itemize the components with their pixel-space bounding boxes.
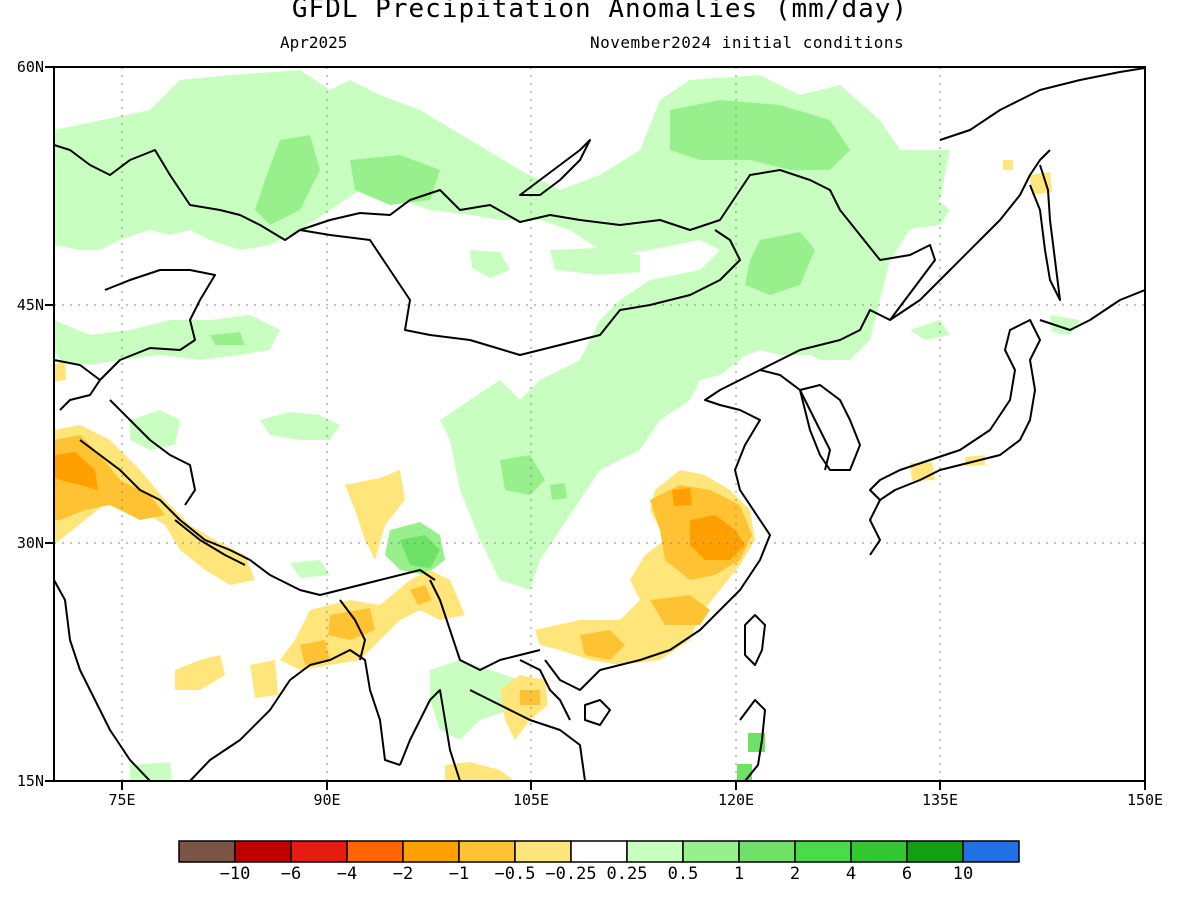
colorbar-label: −1	[448, 864, 470, 884]
colorbar-label: 10	[952, 864, 974, 884]
colorbar-label: −4	[336, 864, 358, 884]
colorbar-label: −6	[280, 864, 302, 884]
colorbar-label: −0.25	[545, 864, 597, 884]
colorbar-swatch	[738, 840, 796, 863]
colorbar-swatch	[570, 840, 628, 863]
lat-label-60n: 60N	[16, 58, 44, 76]
colorbar-swatch	[850, 840, 908, 863]
colorbar-swatch	[962, 840, 1020, 863]
anomaly-orange	[54, 452, 745, 560]
colorbar-label: 6	[901, 864, 913, 884]
colorbar-swatch	[458, 840, 516, 863]
colorbar-swatch	[234, 840, 292, 863]
lon-label-105e: 105E	[512, 791, 550, 809]
colorbar-label: 0.5	[667, 864, 699, 884]
colorbar-swatch	[514, 840, 572, 863]
colorbar-label: 4	[845, 864, 857, 884]
coastlines-and-borders	[54, 67, 1145, 781]
lat-label-45n: 45N	[16, 296, 44, 314]
axis-ticks	[45, 66, 1146, 790]
colorbar-label: 1	[733, 864, 745, 884]
lon-label-120e: 120E	[717, 791, 755, 809]
initial-conditions-label: November2024 initial conditions	[590, 33, 905, 52]
colorbar-label: 0.25	[606, 864, 648, 884]
lon-label-75e: 75E	[108, 791, 136, 809]
colorbar-swatch	[682, 840, 740, 863]
colorbar-label: 2	[789, 864, 801, 884]
colorbar-swatch	[178, 840, 236, 863]
forecast-month: Apr2025	[280, 33, 348, 52]
lat-lon-grid	[54, 67, 1145, 781]
colorbar-label: −2	[392, 864, 414, 884]
lon-label-150e: 150E	[1126, 791, 1164, 809]
colorbar-swatch	[794, 840, 852, 863]
map-title: GFDL Precipitation Anomalies (mm/day)	[291, 0, 909, 24]
colorbar-swatch	[290, 840, 348, 863]
plot-frame	[53, 66, 1146, 782]
lat-label-30n: 30N	[16, 534, 44, 552]
colorbar-label: −10	[219, 864, 251, 884]
colorbar-swatch	[402, 840, 460, 863]
anomaly-green	[210, 100, 850, 575]
colorbar	[178, 840, 1020, 863]
colorbar-swatch	[346, 840, 404, 863]
colorbar-swatch	[626, 840, 684, 863]
anomaly-field	[54, 70, 1080, 781]
colorbar-label: −0.5	[494, 864, 536, 884]
lon-label-90e: 90E	[313, 791, 341, 809]
lat-label-15n: 15N	[16, 772, 44, 790]
colorbar-swatch	[906, 840, 964, 863]
lon-label-135e: 135E	[921, 791, 959, 809]
